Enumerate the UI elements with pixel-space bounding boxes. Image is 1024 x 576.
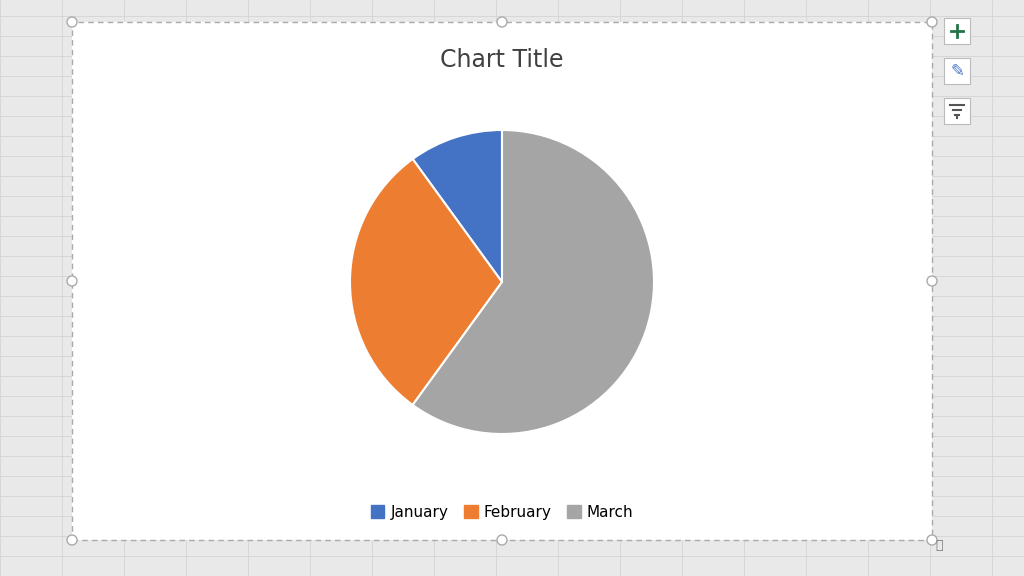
Wedge shape bbox=[413, 130, 502, 282]
Legend: January, February, March: January, February, March bbox=[371, 505, 633, 520]
Text: ✎: ✎ bbox=[950, 62, 964, 80]
Wedge shape bbox=[350, 159, 502, 405]
Circle shape bbox=[927, 276, 937, 286]
Bar bbox=[944, 58, 970, 84]
Circle shape bbox=[497, 17, 507, 27]
Text: ⤡: ⤡ bbox=[935, 539, 942, 552]
Bar bbox=[944, 18, 970, 44]
Text: Chart Title: Chart Title bbox=[440, 48, 564, 72]
Circle shape bbox=[497, 535, 507, 545]
Circle shape bbox=[67, 17, 77, 27]
Bar bbox=[944, 98, 970, 124]
Bar bbox=[72, 22, 932, 540]
Circle shape bbox=[67, 276, 77, 286]
Circle shape bbox=[67, 535, 77, 545]
Circle shape bbox=[927, 535, 937, 545]
Circle shape bbox=[927, 17, 937, 27]
Wedge shape bbox=[413, 130, 654, 434]
Bar bbox=[72, 22, 932, 540]
